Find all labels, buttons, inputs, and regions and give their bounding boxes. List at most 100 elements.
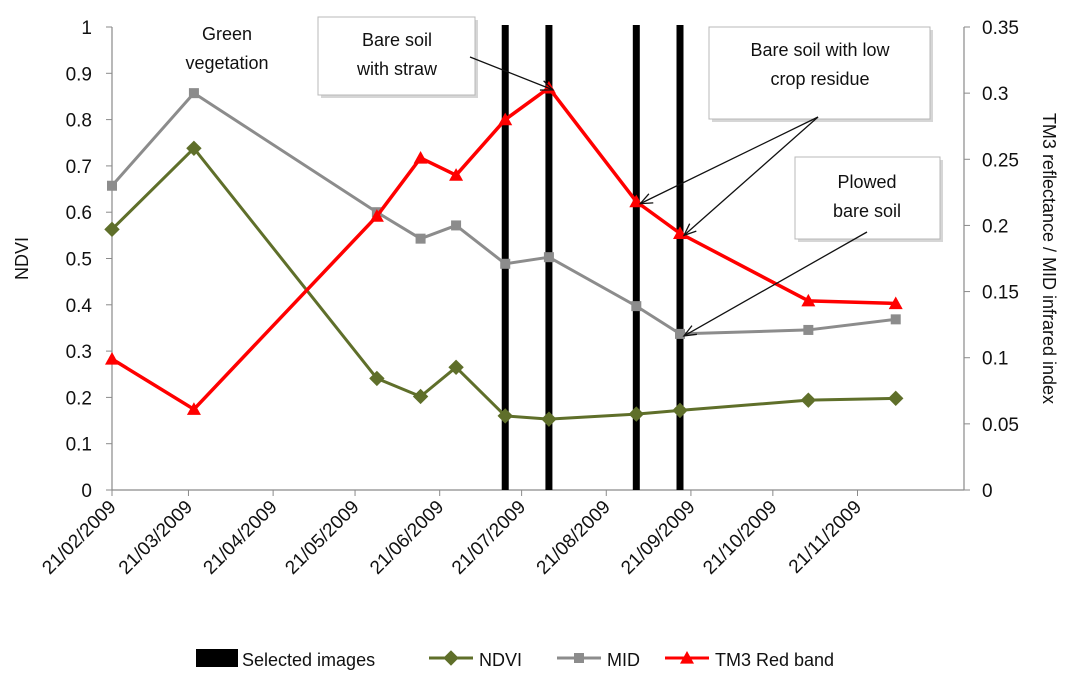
- right-y-tick-label: 0.35: [982, 18, 1019, 39]
- legend-swatch-selected-images: [196, 649, 238, 667]
- annotation-arrow: [469, 56, 555, 91]
- data-point-tm3-red-band: [369, 209, 384, 222]
- annotation-arrow: [682, 116, 819, 237]
- legend-label: NDVI: [479, 650, 522, 670]
- data-point-ndvi: [628, 406, 645, 422]
- x-tick-label: 21/09/2009: [617, 497, 699, 579]
- data-point-mid: [451, 220, 462, 231]
- data-point-ndvi: [800, 392, 817, 408]
- series-ndvi: [104, 140, 904, 427]
- annotation-bare-soil-with-low-crop-residue: Bare soil with low crop residue: [638, 26, 933, 237]
- right-y-tick-label: 0.25: [982, 150, 1019, 171]
- annotation-arrow-shaft: [683, 231, 868, 337]
- data-point-ndvi: [888, 390, 904, 407]
- right-y-tick-label: 0.3: [982, 84, 1008, 105]
- annotation-arrow-shaft: [683, 116, 819, 236]
- data-point-ndvi: [412, 388, 429, 405]
- annotation-text: Plowed: [837, 172, 896, 192]
- data-point-ndvi: [497, 408, 513, 424]
- data-point-mid: [631, 301, 642, 312]
- left-y-axis-title: NDVI: [12, 237, 32, 280]
- annotation-arrow: [638, 116, 819, 205]
- x-tick-label: 21/04/2009: [200, 497, 282, 579]
- left-y-tick-label: 0.3: [66, 342, 92, 363]
- left-y-tick-label: 0.5: [66, 250, 92, 271]
- data-point-tm3-red-band: [186, 402, 201, 415]
- data-point-ndvi: [186, 140, 202, 157]
- data-point-mid: [188, 88, 199, 99]
- data-point-tm3-red-band: [498, 112, 513, 126]
- legend: Selected images NDVI MID TM3 Red band: [196, 649, 834, 670]
- annotation-green-vegetation: Green vegetation: [185, 24, 268, 73]
- data-point-mid: [107, 180, 117, 191]
- annotation-text: vegetation: [185, 53, 268, 73]
- legend-marker-tm3-red-band: [680, 651, 694, 664]
- annotation-arrow-head: [682, 223, 697, 237]
- x-tick-label: 21/06/2009: [366, 497, 448, 579]
- x-tick-label: 21/10/2009: [699, 497, 781, 579]
- left-y-tick-label: 1: [81, 18, 92, 39]
- left-y-tick-label: 0.1: [66, 435, 92, 456]
- right-y-axis-title: TM3 reflectance / MID infrared index: [1039, 113, 1059, 404]
- x-tick-label: 21/08/2009: [533, 497, 615, 579]
- legend-item-selected-images: Selected images: [196, 649, 375, 670]
- annotation-arrow: [682, 231, 868, 337]
- x-tick-label: 21/05/2009: [281, 497, 363, 579]
- selected-images-markers: [501, 25, 684, 490]
- left-y-tick-label: 0.8: [66, 111, 92, 132]
- annotation-arrow-head: [539, 80, 555, 91]
- left-y-tick-label: 0.4: [66, 296, 93, 317]
- annotation-arrow-shaft: [469, 56, 554, 91]
- data-point-ndvi: [369, 370, 385, 387]
- annotation-box: [317, 16, 476, 96]
- legend-item-mid: MID: [557, 650, 640, 670]
- data-point-ndvi: [541, 411, 557, 427]
- data-point-mid: [675, 328, 685, 339]
- annotation-text: Bare soil with low: [750, 40, 890, 60]
- annotation-box: [708, 26, 931, 120]
- data-point-ndvi: [104, 221, 120, 238]
- left-y-tick-label: 0.6: [66, 203, 92, 224]
- axes: 0 0.1 0.2 0.3 0.4 0.5 0.6 0.7 0.8 0.9 1 0 0.05 0.1 0.1…: [12, 18, 1059, 579]
- data-point-tm3-red-band: [541, 80, 556, 94]
- legend-item-ndvi: NDVI: [429, 650, 522, 670]
- x-tick-label: 21/11/2009: [785, 497, 866, 578]
- annotation-text: bare soil: [833, 201, 901, 221]
- data-point-mid: [890, 314, 901, 325]
- x-tick-label: 21/07/2009: [448, 497, 530, 579]
- data-point-tm3-red-band: [413, 150, 428, 164]
- right-y-tick-label: 0.05: [982, 415, 1019, 436]
- right-y-tick-label: 0.1: [982, 349, 1008, 370]
- right-y-tick-label: 0.15: [982, 283, 1019, 304]
- data-point-tm3-red-band: [449, 168, 464, 181]
- data-point-tm3-red-band: [801, 293, 816, 307]
- annotation-box: [794, 156, 941, 240]
- data-point-mid: [543, 252, 554, 263]
- legend-item-tm3-red-band: TM3 Red band: [665, 650, 834, 670]
- left-y-tick-label: 0.7: [66, 157, 92, 178]
- right-y-tick-label: 0: [982, 481, 993, 502]
- annotation-text: with straw: [356, 59, 438, 79]
- left-y-tick-label: 0.2: [66, 388, 92, 409]
- right-y-tick-label: 0.2: [982, 216, 1008, 237]
- x-tick-label: 21/02/2009: [38, 497, 120, 579]
- annotations: Green vegetation Bare soil with straw Bare s…: [185, 16, 943, 337]
- data-point-mid: [500, 258, 511, 269]
- left-y-tick-label: 0: [81, 481, 92, 502]
- data-point-tm3-red-band: [888, 296, 903, 310]
- data-point-tm3-red-band: [105, 352, 119, 365]
- series-mid: [107, 88, 901, 339]
- legend-label: Selected images: [242, 650, 375, 670]
- legend-marker-mid: [574, 653, 584, 663]
- annotation-plowed-bare-soil: Plowed bare soil: [682, 156, 943, 337]
- annotation-text: Bare soil: [362, 30, 432, 50]
- annotation-arrow-shaft: [640, 116, 819, 205]
- data-point-ndvi: [448, 359, 464, 376]
- annotation-text: Green: [202, 24, 252, 44]
- data-point-mid: [803, 324, 814, 335]
- left-y-tick-label: 0.9: [66, 64, 92, 85]
- annotation-text: crop residue: [770, 69, 869, 89]
- legend-marker-ndvi: [443, 650, 459, 666]
- annotation-arrow-head: [638, 193, 654, 205]
